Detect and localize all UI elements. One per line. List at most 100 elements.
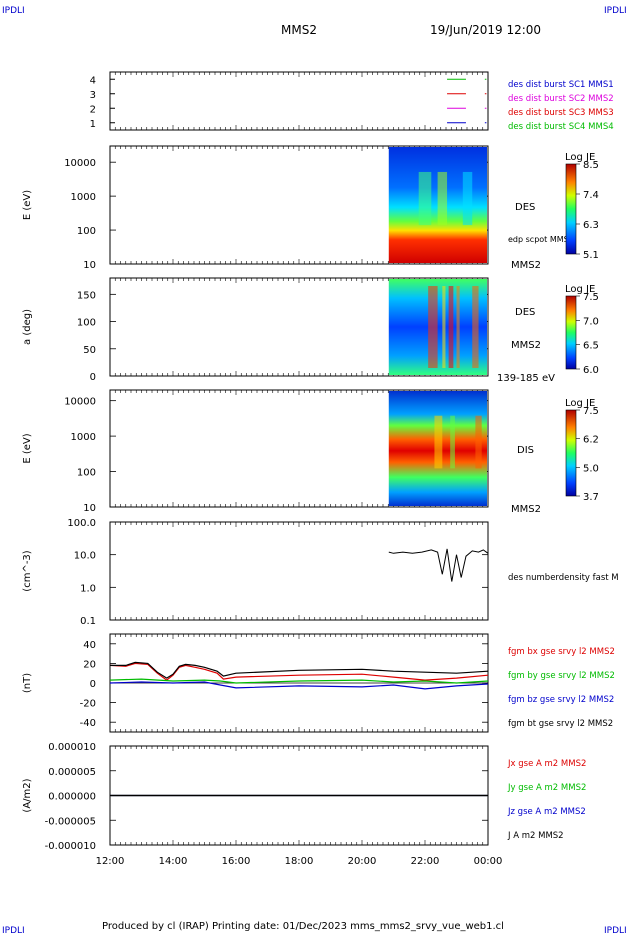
corner-label-tl: IPDLI xyxy=(2,6,25,16)
des-pitch-right-label: DES xyxy=(515,307,535,318)
des-energy-colorbar xyxy=(565,163,577,255)
density-ytick-label: 0.1 xyxy=(80,616,96,627)
des-pitch-ytick-label: 50 xyxy=(83,345,96,356)
footer-credit: Produced by cl (IRAP) Printing date: 01/… xyxy=(102,921,504,932)
current-density-ylabel: (A/m2) xyxy=(22,778,33,812)
des-energy-colorbar-tick-label: 6.3 xyxy=(583,220,599,231)
current-density-series-label: J A m2 MMS2 xyxy=(507,831,564,841)
dis-energy-colorbar-tick-label: 6.2 xyxy=(583,435,599,446)
dis-energy-ytick-label: 10000 xyxy=(64,397,96,408)
magnetic-field-ytick-label: 0 xyxy=(90,679,96,690)
des-pitch-spectrogram-streak xyxy=(428,286,438,368)
density-series-line xyxy=(388,548,489,582)
magnetic-field-series-label: fgm by gse srvy l2 MMS2 xyxy=(508,671,615,681)
current-density-ytick-label: -0.000005 xyxy=(45,816,96,827)
magnetic-field-series-line xyxy=(109,678,489,684)
dis-energy-spectrogram-streak xyxy=(475,415,482,469)
burst-ytick-label: 4 xyxy=(90,75,96,86)
magnetic-field-ytick-label: -20 xyxy=(80,699,96,710)
des-energy-ytick-label: 1000 xyxy=(71,192,96,203)
des-energy-colorbar-tick-label: 7.4 xyxy=(583,190,599,201)
burst-legend-entry: des dist burst SC1 MMS1 xyxy=(508,80,614,90)
corner-label-tr: IPDLI xyxy=(604,6,627,16)
des-pitch-colorbar-title: Log JE xyxy=(565,284,595,295)
des-pitch-colorbar-tick-label: 6.5 xyxy=(583,341,599,352)
density-ytick-label: 10.0 xyxy=(74,551,96,562)
des-pitch-spectrogram-streak xyxy=(472,286,479,368)
magnetic-field-series-label: fgm bx gse srvy l2 MMS2 xyxy=(508,647,615,657)
density-ytick-label: 100.0 xyxy=(67,518,96,529)
des-pitch-right-label: 139-185 eV xyxy=(497,373,555,384)
dis-energy-colorbar-tick-label: 5.0 xyxy=(583,463,599,474)
dis-energy-right-label: MMS2 xyxy=(511,504,541,515)
current-density-series-label: Jy gse A m2 MMS2 xyxy=(507,783,586,793)
magnetic-field-series-line xyxy=(109,681,489,690)
density-series-label: des numberdensity fast M xyxy=(508,573,619,583)
des-energy-ylabel: E (eV) xyxy=(22,190,33,220)
spacecraft-title: MMS2 xyxy=(281,23,317,37)
des-energy-ytick-label: 100 xyxy=(77,226,96,237)
current-density-xtick-label: 14:00 xyxy=(159,856,188,867)
magnetic-field-series-line xyxy=(110,661,489,679)
current-density-xtick-label: 12:00 xyxy=(96,856,125,867)
des-pitch-colorbar-tick-label: 7.0 xyxy=(583,316,599,327)
burst-ytick-label: 2 xyxy=(90,104,96,115)
dis-energy-colorbar-tick-label: 3.7 xyxy=(583,492,599,503)
des-pitch-right-label: MMS2 xyxy=(511,340,541,351)
des-pitch-ylabel: a (deg) xyxy=(22,309,33,345)
current-density-series-label: Jz gse A m2 MMS2 xyxy=(507,807,586,817)
des-energy-spectrogram-streak xyxy=(462,171,473,226)
des-pitch-spectrogram xyxy=(388,279,487,375)
burst-ytick-label: 1 xyxy=(90,119,96,130)
burst-legend-entry: des dist burst SC4 MMS4 xyxy=(508,122,614,132)
current-density-series-label: Jx gse A m2 MMS2 xyxy=(507,759,586,769)
dis-energy-colorbar xyxy=(565,409,577,497)
des-pitch-spectrogram-streak xyxy=(456,286,460,368)
des-energy-right-label: edp scpot MMS2 xyxy=(508,235,574,244)
des-pitch-spectrogram-streak xyxy=(448,286,454,368)
des-energy-colorbar-tick-label: 8.5 xyxy=(583,160,599,171)
magnetic-field-ytick-label: 40 xyxy=(83,640,96,651)
current-density-xtick-label: 00:00 xyxy=(474,856,503,867)
dis-energy-spectrogram-streak xyxy=(434,415,443,469)
burst-frame xyxy=(109,71,489,131)
burst-legend-entry: des dist burst SC2 MMS2 xyxy=(508,94,614,104)
current-density-xtick-label: 20:00 xyxy=(348,856,377,867)
magnetic-field-series-line xyxy=(109,662,489,681)
density-ytick-label: 1.0 xyxy=(80,583,96,594)
magnetic-field-series-label: fgm bt gse srvy l2 MMS2 xyxy=(508,719,613,729)
current-density-xtick-label: 22:00 xyxy=(411,856,440,867)
current-density-xtick-label: 18:00 xyxy=(285,856,314,867)
des-energy-spectrogram-streak xyxy=(437,171,448,226)
magnetic-field-ylabel: (nT) xyxy=(22,673,33,693)
magnetic-field-ytick-label: -40 xyxy=(80,718,96,729)
corner-label-br: IPDLI xyxy=(604,926,627,934)
burst-legend-entry: des dist burst SC3 MMS3 xyxy=(508,108,614,118)
corner-label-bl: IPDLI xyxy=(2,926,25,934)
dis-energy-ylabel: E (eV) xyxy=(22,433,33,463)
des-pitch-colorbar-tick-label: 7.5 xyxy=(583,292,599,303)
density-frame xyxy=(109,521,489,621)
des-energy-right-label: MMS2 xyxy=(511,260,541,271)
des-energy-colorbar-tick-label: 5.1 xyxy=(583,250,599,261)
des-energy-spectrogram-streak xyxy=(418,171,432,226)
current-density-ytick-label: 0.000010 xyxy=(48,742,96,753)
des-pitch-ytick-label: 100 xyxy=(77,318,96,329)
dis-energy-colorbar-tick-label: 7.5 xyxy=(583,406,599,417)
des-pitch-colorbar-tick-label: 6.0 xyxy=(583,365,599,376)
current-density-xtick-label: 16:00 xyxy=(222,856,251,867)
current-density-ytick-label: -0.000010 xyxy=(45,841,96,852)
dis-energy-colorbar-title: Log JE xyxy=(565,398,595,409)
dis-energy-ytick-label: 1000 xyxy=(71,432,96,443)
magnetic-field-series-label: fgm bz gse srvy l2 MMS2 xyxy=(508,695,614,705)
density-ylabel: (cm^-3) xyxy=(22,550,33,591)
datetime-title: 19/Jun/2019 12:00 xyxy=(430,23,541,37)
des-energy-right-label: DES xyxy=(515,202,535,213)
des-energy-ytick-label: 10000 xyxy=(64,158,96,169)
des-pitch-ytick-label: 150 xyxy=(77,290,96,301)
dis-energy-right-label: DIS xyxy=(517,445,534,456)
current-density-ytick-label: 0.000000 xyxy=(48,792,96,803)
magnetic-field-ytick-label: 20 xyxy=(83,659,96,670)
